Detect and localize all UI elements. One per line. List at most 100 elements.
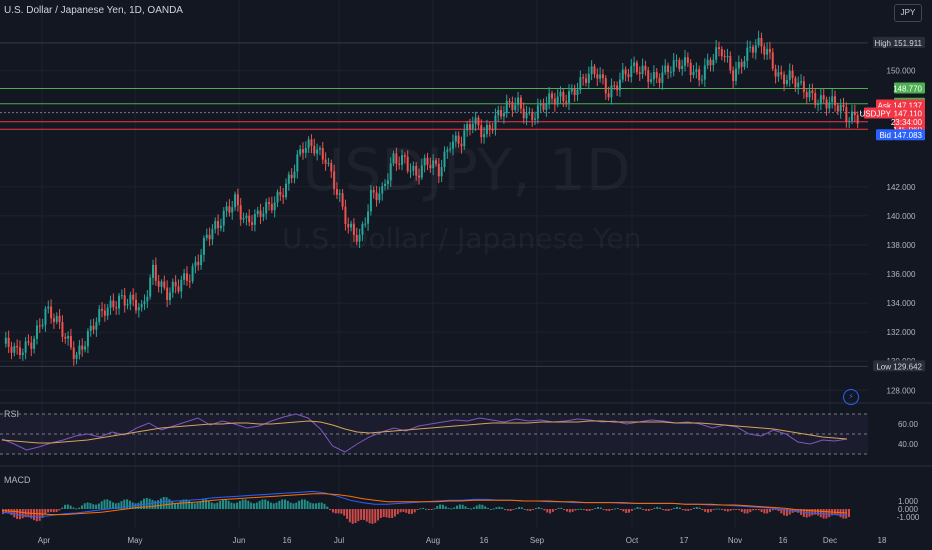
macd-hist-bar [281, 499, 284, 509]
macd-hist-bar [718, 508, 721, 510]
macd-hist-bar [681, 509, 684, 510]
macd-line [1, 490, 848, 518]
time-axis[interactable]: Apr May Jun Jul Aug Sep Oct Nov Dec 16 16 16 17 18 [38, 536, 887, 545]
candle-body [38, 325, 41, 327]
macd-hist-bar [518, 507, 521, 509]
macd-hist-bar [35, 509, 38, 522]
macd-hist-bar [188, 500, 191, 509]
macd-hist-bar [769, 509, 772, 513]
candle-body [494, 115, 497, 130]
macd-hist-bar [732, 509, 735, 510]
candle-body [296, 154, 299, 172]
macd-label[interactable]: MACD [4, 475, 31, 485]
candle-body [500, 109, 503, 117]
candle-body [635, 62, 638, 73]
level-label: 148.770 [893, 82, 925, 94]
macd-hist-bar [506, 509, 509, 511]
macd-hist-bar [647, 509, 650, 511]
candle-body [777, 72, 780, 77]
candle-body [729, 55, 732, 71]
macd-hist-bar [306, 500, 309, 509]
candle-body [92, 325, 95, 330]
candle-body [709, 59, 712, 66]
candle-body [780, 72, 783, 75]
candle-body [522, 108, 525, 119]
macd-hist-bar [289, 502, 292, 509]
macd-hist-bar [848, 509, 850, 518]
macd-hist-bar [315, 503, 318, 509]
currency-button[interactable]: JPY [894, 4, 922, 22]
macd-hist-bar [357, 509, 360, 522]
macd-hist-bar [484, 506, 487, 509]
candle-body [675, 60, 678, 62]
macd-hist-bar [193, 503, 196, 509]
candle-body [434, 160, 437, 164]
candle-body [853, 111, 856, 116]
candle-body [604, 78, 607, 94]
macd-hist-bar [543, 509, 546, 511]
candle-body [285, 183, 287, 198]
candle-body [13, 345, 16, 353]
candle-body [689, 62, 692, 76]
rsi-label[interactable]: RSI [4, 409, 20, 419]
macd-hist-bar [151, 499, 154, 509]
macd-hist-bar [38, 509, 41, 521]
symbol-title[interactable]: U.S. Dollar / Japanese Yen, 1D, OANDA [4, 5, 183, 16]
price-tick-label: 134.000 [887, 299, 916, 308]
horizontal-levels[interactable] [0, 42, 868, 367]
macd-hist-bar [371, 509, 374, 524]
macd-hist-bar [72, 507, 75, 509]
candle-body [69, 335, 72, 348]
candle-body [514, 104, 517, 110]
macd-hist-bar [213, 503, 216, 509]
candle-body [123, 295, 126, 306]
candle-body [219, 225, 222, 229]
candle-body [47, 306, 50, 309]
candle-body [174, 281, 177, 287]
macd-hist-bar [551, 509, 554, 512]
macd-hist-bar [309, 502, 312, 509]
macd-hist-bar [362, 509, 365, 521]
candle-body [825, 99, 828, 109]
candle-body [137, 307, 140, 311]
lightning-icon[interactable]: ⚡ [843, 389, 859, 405]
candle-body [89, 325, 92, 332]
candle-body [621, 69, 624, 80]
candle-body [828, 102, 831, 109]
candle-body [451, 141, 454, 149]
macd-hist-bar [447, 507, 450, 509]
macd-hist-bar [642, 509, 645, 510]
macd-hist-bar [210, 502, 213, 509]
symbol-tag-text: USDJPY [859, 109, 891, 118]
macd-hist-bar [425, 508, 427, 510]
macd-hist-bar [244, 499, 247, 509]
macd-hist-bar [247, 500, 250, 509]
macd-tick-label: 1.000 [898, 497, 919, 506]
candle-body [817, 104, 820, 106]
candle-body [701, 79, 704, 81]
last-price-label-text: 147.110 [894, 109, 923, 118]
candle-body [420, 165, 423, 178]
candle-body [760, 37, 763, 47]
macd-hist-bar [185, 499, 188, 509]
candle-body [418, 175, 421, 178]
candle-body [746, 47, 749, 62]
candle-body [132, 294, 135, 300]
macd-hist-bar [444, 506, 447, 509]
candle-body [661, 72, 664, 83]
macd-hist-bar [512, 509, 515, 510]
macd-hist-bar [379, 509, 382, 518]
time-tick-label: Oct [626, 536, 639, 545]
candle-body [58, 315, 61, 323]
macd-hist-bar [176, 502, 179, 509]
macd-hist-bar [678, 507, 681, 509]
candle-body [166, 287, 169, 300]
price-tick-label: 128.000 [887, 386, 916, 395]
candle-body [253, 213, 256, 225]
candle-body [157, 280, 160, 287]
candle-body [505, 101, 508, 114]
low-tag-bg [873, 360, 894, 372]
macd-hist-bar [701, 509, 704, 510]
macd-hist-bar [470, 508, 473, 510]
